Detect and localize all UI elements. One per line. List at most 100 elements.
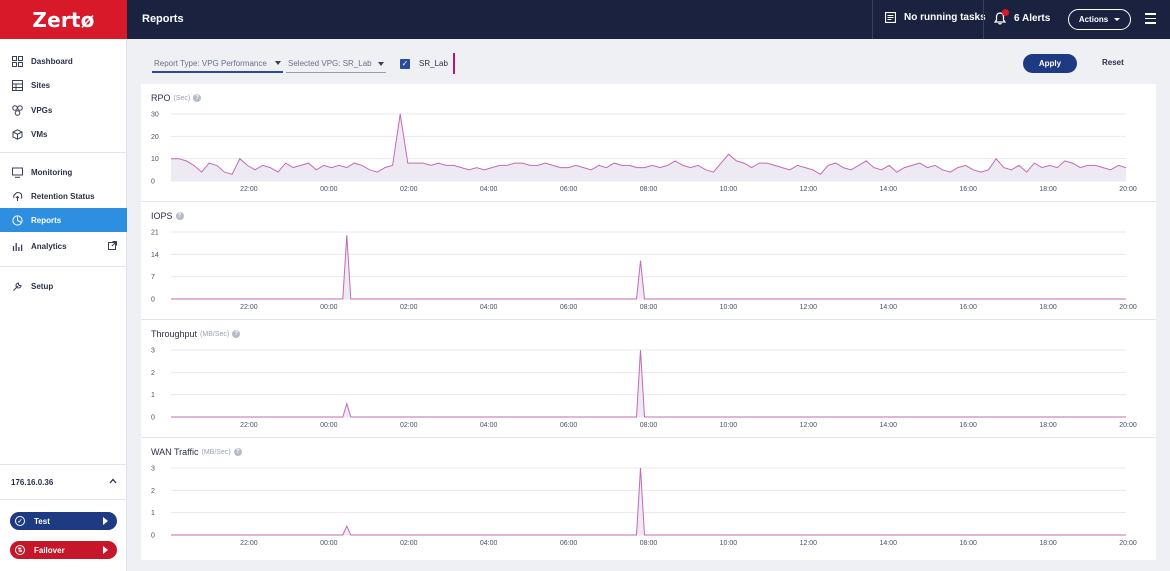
chart-title: Throughput (MB/Sec)? — [151, 329, 241, 339]
x-tick-label: 14:00 — [879, 186, 897, 193]
sidebar-item-label: Analytics — [31, 241, 67, 251]
reset-button[interactable]: Reset — [1102, 58, 1124, 67]
y-tick-label: 20 — [151, 134, 159, 141]
x-tick-label: 20:00 — [1119, 422, 1137, 429]
x-tick-label: 16:00 — [959, 422, 977, 429]
x-tick-label: 20:00 — [1119, 304, 1137, 311]
x-tick-label: 10:00 — [720, 540, 738, 547]
y-tick-label: 1 — [151, 510, 155, 517]
y-tick-label: 3 — [151, 466, 155, 473]
divider — [0, 152, 127, 153]
apply-button[interactable]: Apply — [1023, 54, 1077, 73]
help-icon[interactable]: ? — [232, 330, 241, 338]
report-type-dropdown[interactable]: Report Type: VPG Performance — [152, 55, 283, 73]
chart-unit: (MB/Sec) — [200, 330, 230, 338]
help-icon[interactable]: ? — [233, 448, 242, 456]
running-tasks-indicator[interactable]: No running tasks — [885, 12, 986, 23]
vpg-series-color — [453, 53, 455, 74]
divider — [0, 266, 127, 267]
x-tick-label: 20:00 — [1119, 540, 1137, 547]
sidebar-item-reports[interactable]: Reports — [0, 208, 127, 232]
test-button[interactable]: ✓ Test — [10, 512, 117, 530]
x-tick-label: 18:00 — [1039, 422, 1057, 429]
sidebar-item-analytics[interactable]: Analytics — [0, 234, 127, 258]
help-icon[interactable]: ? — [175, 212, 184, 220]
sidebar-item-label: Monitoring — [31, 167, 73, 177]
x-tick-label: 16:00 — [959, 186, 977, 193]
y-tick-label: 0 — [151, 533, 155, 540]
chart-unit: (MB/Sec) — [201, 448, 231, 456]
top-bar: Zertø Reports No running tasks 6 Alerts … — [0, 0, 1170, 39]
x-tick-label: 08:00 — [640, 540, 658, 547]
y-tick-label: 0 — [151, 297, 155, 304]
x-tick-label: 08:00 — [640, 186, 658, 193]
chart-svg: 0 1 2 3 22:00 00:00 02:00 04:00 06:00 08:00 10:00 1… — [151, 466, 1137, 548]
y-tick-label: 0 — [151, 415, 155, 422]
actions-button[interactable]: Actions — [1068, 9, 1131, 30]
sidebar-item-setup[interactable]: Setup — [0, 274, 127, 298]
x-tick-label: 10:00 — [720, 186, 738, 193]
chart-divider — [141, 437, 1156, 438]
hamburger-menu-icon[interactable] — [1145, 13, 1156, 25]
divider — [983, 0, 984, 39]
x-tick-label: 18:00 — [1039, 304, 1057, 311]
x-tick-label: 04:00 — [480, 540, 498, 547]
zerto-logo[interactable]: Zertø — [0, 0, 127, 39]
divider — [0, 499, 127, 500]
x-tick-label: 22:00 — [240, 540, 258, 547]
y-tick-label: 3 — [151, 348, 155, 355]
x-tick-label: 04:00 — [480, 186, 498, 193]
caret-down-icon — [378, 61, 384, 66]
sidebar-item-monitoring[interactable]: Monitoring — [0, 160, 127, 184]
caret-down-icon — [275, 61, 281, 65]
x-tick-label: 02:00 — [400, 422, 418, 429]
x-tick-label: 12:00 — [800, 422, 818, 429]
x-tick-label: 14:00 — [879, 304, 897, 311]
x-tick-label: 04:00 — [480, 422, 498, 429]
report-type-value: Report Type: VPG Performance — [154, 58, 267, 68]
x-tick-label: 02:00 — [400, 186, 418, 193]
divider — [872, 0, 873, 39]
vpg-checkbox-label: SR_Lab — [419, 59, 448, 68]
help-icon[interactable]: ? — [193, 94, 202, 102]
series-line[interactable] — [171, 349, 1126, 418]
chart-divider — [141, 319, 1156, 320]
chart-title-text: Throughput — [151, 329, 198, 339]
x-tick-label: 12:00 — [800, 304, 818, 311]
chart-divider — [141, 201, 1156, 202]
x-tick-label: 12:00 — [800, 540, 818, 547]
analytics-icon — [11, 240, 23, 252]
series-line[interactable] — [171, 113, 1127, 175]
failover-button[interactable]: ⇅ Failover — [10, 541, 117, 559]
x-tick-label: 20:00 — [1119, 186, 1137, 193]
selected-vpg-dropdown[interactable]: Selected VPG: SR_Lab — [286, 55, 386, 73]
site-ip-label: 176.16.0.36 — [11, 478, 54, 487]
vpg-checkbox[interactable]: ✓ — [400, 59, 410, 69]
sidebar-item-vms[interactable]: VMs — [0, 122, 127, 146]
sidebar-item-sites[interactable]: Sites — [0, 73, 127, 97]
y-tick-label: 14 — [151, 252, 159, 259]
chart-svg: 0 1 2 3 22:00 00:00 02:00 04:00 06:00 08:00 10:00 1… — [151, 348, 1137, 430]
x-tick-label: 22:00 — [240, 422, 258, 429]
sidebar-item-dashboard[interactable]: Dashboard — [0, 49, 127, 73]
site-ip-selector[interactable]: 176.16.0.36 — [11, 478, 117, 487]
sidebar-item-retention-status[interactable]: Retention Status — [0, 184, 127, 208]
chevron-up-icon — [109, 478, 117, 484]
sidebar-item-vpgs[interactable]: VPGs — [0, 98, 127, 122]
y-tick-label: 10 — [151, 156, 159, 163]
x-tick-label: 10:00 — [720, 422, 738, 429]
x-tick-label: 04:00 — [480, 304, 498, 311]
test-label: Test — [34, 516, 50, 526]
check-icon: ✓ — [15, 516, 25, 526]
play-icon — [103, 546, 108, 554]
x-tick-label: 18:00 — [1039, 540, 1057, 547]
x-tick-label: 22:00 — [240, 304, 258, 311]
series-area — [171, 114, 1126, 181]
x-tick-label: 06:00 — [560, 186, 578, 193]
reports-icon — [11, 214, 23, 226]
alerts-indicator[interactable]: 6 Alerts — [993, 9, 1050, 25]
divider — [0, 464, 127, 465]
series-line[interactable] — [171, 467, 1126, 536]
play-icon — [103, 517, 108, 525]
series-line[interactable] — [171, 235, 1126, 300]
